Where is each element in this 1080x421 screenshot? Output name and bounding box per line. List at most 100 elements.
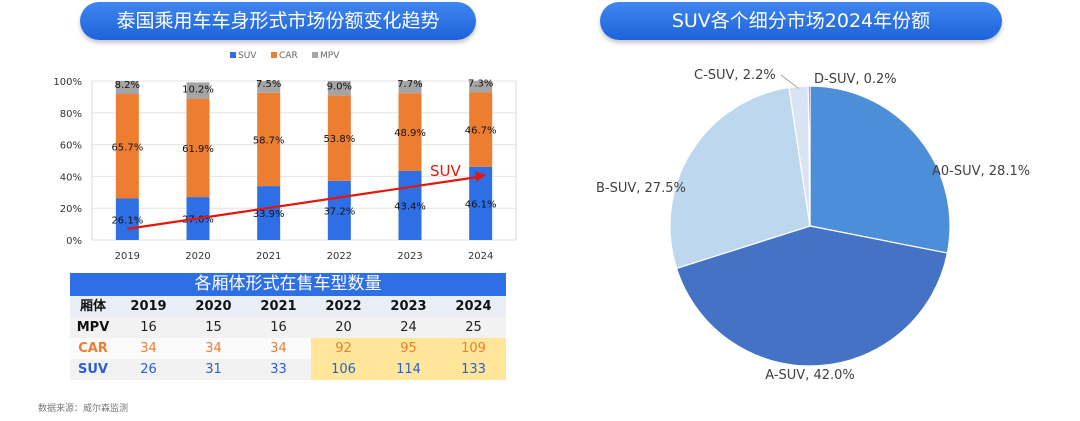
bar-car [327,95,351,181]
data-source-note: 数据来源：威尔森监测 [38,404,129,414]
y-tick-label: 60% [60,141,82,152]
table-cell-highlighted: 133 [441,359,506,380]
data-label-suv: 26.1% [111,215,143,226]
pie-slice [809,85,951,254]
y-tick-label: 80% [60,109,82,120]
table-cell: 25 [441,317,506,338]
bar-suv [115,198,139,240]
bar-mpv [186,82,210,99]
table-title: 各厢体形式在售车型数量 [70,273,506,296]
data-label-mpv: 7.3% [468,78,493,89]
table-header-cell: 2021 [246,296,311,317]
table-cell-highlighted: 114 [376,359,441,380]
data-label-car: 46.7% [465,126,497,137]
table-header-cell: 2019 [116,296,181,317]
pie-leader-line [780,74,799,89]
bar-mpv [327,81,351,96]
table-cell: 16 [246,317,311,338]
left-chart-title: 泰国乘用车车身形式市场份额变化趋势 [80,2,476,40]
data-label-suv: 46.1% [465,199,497,210]
stacked-bar-chart: 0% 20% 40% 60% 80% 100% SUV CAR MPV 2019 2020 2021 2… [53,51,517,262]
table-cell: 33 [246,359,311,380]
data-label-suv: 43.4% [394,201,426,212]
bar-car [115,94,139,199]
right-chart-title: SUV各个细分市场2024年份额 [600,2,1002,40]
legend-label-mpv: MPV [320,51,340,61]
pie-slice [675,225,949,367]
legend-label-car: CAR [279,51,298,61]
bar-suv [469,166,493,240]
x-tick-label: 2022 [327,251,352,262]
y-tick-label: 0% [66,236,82,247]
bar-car [398,93,422,171]
data-label-car: 65.7% [111,142,143,153]
table-cell: 16 [116,317,181,338]
pie-slice [807,85,811,227]
pie-label: B-SUV, 27.5% [596,181,686,196]
table-row-car: CAR 34 34 34 92 95 109 [70,338,506,359]
x-tick-label: 2019 [115,251,140,262]
table-header-cell: 2020 [181,296,246,317]
pie-label: D-SUV, 0.2% [814,72,897,87]
data-label-suv: 37.2% [323,206,355,217]
bar-car [186,98,210,198]
pie-label: A-SUV, 42.0% [765,368,855,383]
table-row-suv: SUV 26 31 33 106 114 133 [70,359,506,380]
data-label-suv: 27.0% [182,215,214,226]
table-cell: 20 [311,317,376,338]
bar-car [257,92,281,187]
legend-swatch-car [271,52,277,58]
data-label-car: 53.8% [323,134,355,145]
bar-car [469,92,493,167]
bar-mpv [398,81,422,94]
trend-arrow-line [127,175,479,230]
bar-mpv [115,81,139,95]
x-tick-label: 2021 [256,251,281,262]
trend-arrow-head [475,171,487,182]
table-header-row: 厢体 2019 2020 2021 2022 2023 2024 [70,296,506,317]
table-header-cell: 2022 [311,296,376,317]
table-cell: 31 [181,359,246,380]
table-header-cell: 2023 [376,296,441,317]
pie-slice [669,86,811,270]
table-row-label: SUV [70,359,116,380]
table-header-cell: 厢体 [70,296,116,317]
y-tick-label: 100% [53,77,82,88]
table-header-cell: 2024 [441,296,506,317]
data-label-car: 48.9% [394,128,426,139]
model-count-table: 厢体 2019 2020 2021 2022 2023 2024 MPV 16 … [70,296,506,380]
data-label-car: 58.7% [253,135,285,146]
pie-label: C-SUV, 2.2% [694,68,776,83]
y-tick-label: 20% [60,204,82,215]
data-label-mpv: 7.5% [256,79,281,90]
data-label-mpv: 9.0% [327,81,352,92]
y-tick-label: 40% [60,172,82,183]
table-cell-highlighted: 92 [311,338,376,359]
table-cell-highlighted: 106 [311,359,376,380]
table-cell: 34 [181,338,246,359]
bar-suv [257,186,281,240]
x-tick-label: 2020 [185,251,210,262]
table-cell-highlighted: 109 [441,338,506,359]
data-label-suv: 33.9% [253,209,285,220]
pie-label: A0-SUV, 28.1% [932,164,1030,179]
legend-label-suv: SUV [238,51,257,61]
table-cell: 34 [116,338,181,359]
x-tick-label: 2024 [468,251,493,262]
data-label-car: 61.9% [182,144,214,155]
table-cell: 26 [116,359,181,380]
data-label-mpv: 10.2% [182,85,214,96]
data-label-mpv: 8.2% [115,80,140,91]
table-cell: 34 [246,338,311,359]
x-tick-label: 2023 [397,251,422,262]
table-row-label: MPV [70,317,116,338]
trend-annotation: SUV [430,162,462,180]
legend-swatch-suv [230,52,236,58]
table-cell: 15 [181,317,246,338]
table-cell-highlighted: 95 [376,338,441,359]
legend-swatch-mpv [312,52,318,58]
table-row-label: CAR [70,338,116,359]
table-cell: 24 [376,317,441,338]
bar-mpv [257,80,281,93]
